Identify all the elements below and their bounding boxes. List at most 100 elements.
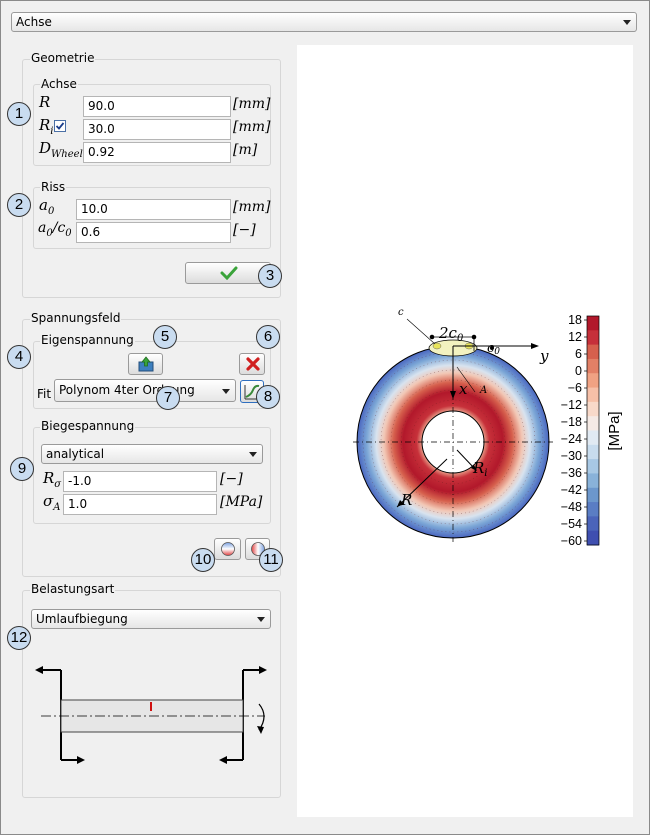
- a0-field[interactable]: 10.0: [76, 199, 231, 220]
- colorbar-tick-label: −48: [561, 500, 582, 514]
- colorbar-segment: [587, 516, 599, 532]
- riss-title: Riss: [40, 180, 67, 194]
- eigenspannung-group: [33, 341, 271, 409]
- eigenspannung-title: Eigenspannung: [40, 333, 135, 347]
- label-sigmaA: σA: [43, 492, 61, 513]
- label-A: A: [479, 385, 487, 396]
- label-a0: a0: [39, 196, 55, 217]
- unit-DWheel: [m]: [233, 142, 258, 158]
- component-select[interactable]: Achse: [11, 12, 637, 32]
- colorbar-segment: [587, 330, 599, 346]
- colorbar-tick-label: 0: [575, 364, 582, 378]
- belastungsart-group: [22, 590, 281, 798]
- fit-label: Fit: [37, 387, 52, 401]
- colorbar-segment: [587, 401, 599, 417]
- geometrie-group: [22, 59, 281, 298]
- colorbar-tick-label: 6: [575, 347, 582, 361]
- colorbar-segment: [587, 444, 599, 460]
- label-c0: c0: [487, 341, 500, 357]
- badge-3: 3: [258, 264, 282, 288]
- colorbar-tick-label: −24: [561, 432, 582, 446]
- colorbar-segment: [587, 502, 599, 517]
- label-Rsigma: Rσ: [43, 469, 62, 490]
- colorbar-frame: [586, 315, 600, 546]
- sigmaA-field[interactable]: 1.0: [63, 494, 217, 515]
- badge-6: 6: [256, 325, 280, 349]
- checkbox-check-icon: [55, 122, 65, 130]
- label-a0-c0: a0/c0: [38, 220, 72, 239]
- Ri-field[interactable]: 30.0: [83, 119, 231, 140]
- colorbar-segment: [587, 373, 599, 389]
- achse-title: Achse: [40, 77, 78, 91]
- label-c: c: [398, 307, 404, 318]
- colorbar-tick-label: −54: [561, 517, 582, 531]
- badge-9: 9: [10, 457, 34, 481]
- colorbar-tick-label: −6: [568, 381, 582, 395]
- colorbar-tick-label: −36: [561, 466, 582, 480]
- R-field[interactable]: 90.0: [83, 96, 231, 117]
- label-2c0: 2c0: [438, 324, 464, 344]
- DWheel-field[interactable]: 0.92: [83, 142, 231, 163]
- biegespannung-title: Biegespannung: [40, 419, 136, 433]
- badge-12: 12: [7, 626, 31, 650]
- label-DWheel: DWheel: [39, 139, 83, 160]
- stress-plot: c 2c0 c0 y x A R Ri 18 12 6 0 −6 −12 −18 −24 −30…: [353, 307, 623, 548]
- colorbar-tick-label: 12: [568, 330, 582, 344]
- spannungsfeld-group: [22, 319, 281, 577]
- badge-10: 10: [191, 548, 215, 572]
- import-icon: [138, 356, 154, 372]
- colorbar-segment: [587, 473, 599, 489]
- unit-sigmaA: [MPa]: [220, 494, 263, 510]
- label-Ri: Ri: [39, 116, 54, 137]
- colorbar-segment: [587, 487, 599, 503]
- geometrie-title: Geometrie: [30, 51, 96, 65]
- label-x: x: [459, 380, 468, 398]
- unit-Rsigma: [−]: [220, 471, 243, 487]
- colorbar-segment: [587, 316, 599, 331]
- biege-mode-select[interactable]: analytical: [41, 444, 263, 464]
- stress-ball-icon: [221, 542, 235, 556]
- checkmark-icon: [220, 266, 238, 280]
- load-type-select[interactable]: Umlaufbiegung: [31, 609, 271, 629]
- badge-8: 8: [256, 385, 280, 409]
- unit-Ri: [mm]: [233, 119, 271, 135]
- badge-2: 2: [7, 193, 31, 217]
- chevron-down-icon: [249, 452, 257, 457]
- badge-7: 7: [156, 386, 180, 410]
- spannungsfeld-title: Spannungsfeld: [30, 311, 122, 325]
- colorbar-segment: [587, 416, 599, 431]
- colorbar-tick-label: −18: [561, 415, 582, 429]
- plot-canvas: c 2c0 c0 y x A R Ri 18 12 6 0 −6 −12 −18 −24 −30…: [297, 45, 633, 817]
- delete-icon: [246, 357, 260, 371]
- a0-c0-field[interactable]: 0.6: [76, 222, 231, 243]
- colorbar-tick-label: −42: [561, 483, 582, 497]
- chevron-down-icon: [257, 617, 265, 622]
- colorbar-segment: [587, 459, 599, 474]
- plot-button-1[interactable]: [214, 538, 241, 560]
- colorbar-segment: [587, 387, 599, 403]
- fit-select[interactable]: Polynom 4ter Ordnung: [54, 379, 236, 402]
- label-R: R: [400, 491, 412, 509]
- unit-a0-c0: [−]: [233, 222, 256, 238]
- apply-button[interactable]: [185, 262, 271, 284]
- colorbar-tick-label: −12: [561, 398, 582, 412]
- badge-4: 4: [7, 345, 31, 369]
- colorbar-tick-label: 18: [568, 313, 582, 327]
- Ri-checkbox[interactable]: [54, 120, 66, 132]
- riss-group: [33, 187, 271, 249]
- Rsigma-field[interactable]: -1.0: [63, 471, 217, 492]
- colorbar-segment: [587, 358, 599, 374]
- axle-load-diagram: [35, 666, 267, 764]
- load-type-value: Umlaufbiegung: [36, 612, 128, 626]
- colorbar-tick-label: −30: [561, 449, 582, 463]
- unit-R: [mm]: [233, 96, 271, 112]
- badge-1: 1: [7, 102, 31, 126]
- import-button[interactable]: [128, 353, 163, 375]
- chevron-down-icon: [623, 20, 631, 25]
- badge-11: 11: [259, 548, 283, 572]
- label-R: R: [39, 93, 51, 111]
- colorbar-segment: [587, 430, 599, 446]
- colorbar-segment: [587, 344, 599, 360]
- delete-button[interactable]: [239, 353, 265, 375]
- achse-group: [33, 84, 271, 166]
